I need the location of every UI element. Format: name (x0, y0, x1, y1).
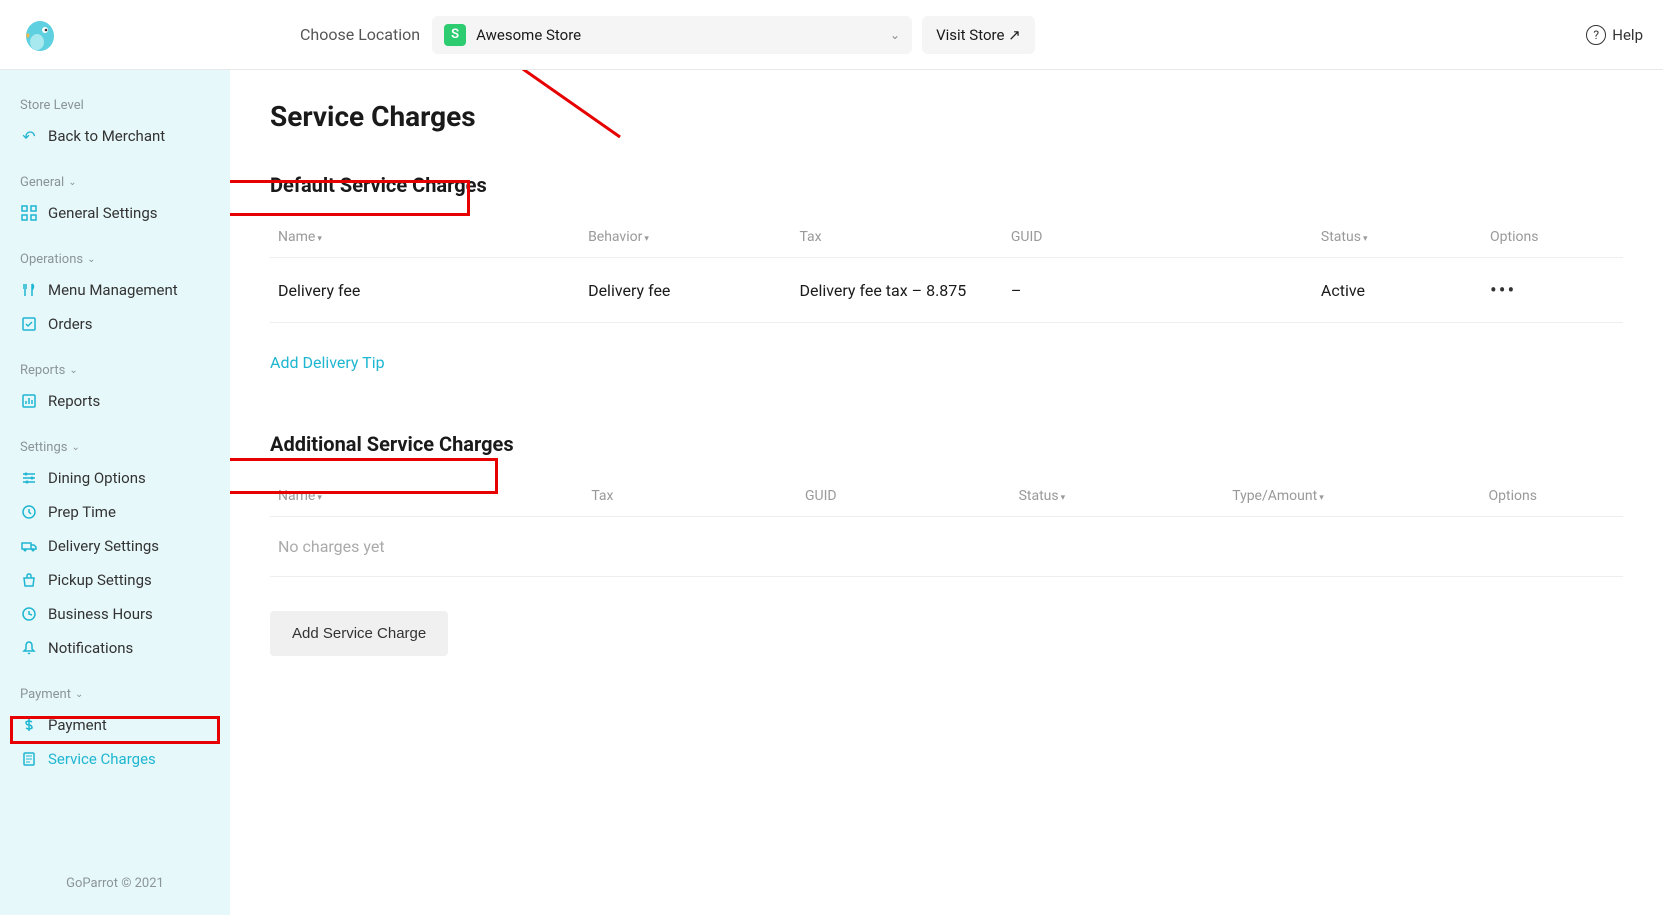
sidebar-footer: GoParrot © 2021 (0, 862, 230, 905)
sidebar-back-to-merchant[interactable]: ↶ Back to Merchant (0, 119, 230, 153)
choose-location-label: Choose Location (300, 25, 420, 44)
additional-section-title: Additional Service Charges (270, 432, 514, 456)
clock-icon (20, 503, 38, 521)
col-status[interactable]: Status▾ (1313, 217, 1482, 258)
sidebar-item-label: Service Charges (48, 750, 156, 768)
chevron-down-icon: ⌄ (69, 365, 77, 376)
sidebar-item-label: Business Hours (48, 605, 153, 623)
store-badge: S (444, 24, 466, 46)
sidebar-item-label: General Settings (48, 204, 158, 222)
sidebar-item-label: Back to Merchant (48, 127, 165, 145)
sidebar-prep-time[interactable]: Prep Time (0, 495, 230, 529)
page-title: Service Charges (270, 100, 1623, 133)
sidebar-reports[interactable]: Reports (0, 384, 230, 418)
location-dropdown[interactable]: S Awesome Store ⌄ (432, 16, 912, 54)
cell-name: Delivery fee (270, 258, 580, 323)
chevron-down-icon: ⌄ (71, 442, 79, 453)
help-label: Help (1612, 26, 1643, 44)
help-button[interactable]: ? Help (1586, 25, 1643, 45)
chevron-down-icon: ⌄ (68, 177, 76, 188)
col-guid: GUID (1003, 217, 1313, 258)
bag-icon (20, 571, 38, 589)
cell-guid: – (1003, 258, 1313, 323)
check-square-icon (20, 315, 38, 333)
chevron-down-icon: ⌄ (75, 689, 83, 700)
col-name[interactable]: Name▾ (270, 476, 583, 517)
sidebar-notifications[interactable]: Notifications (0, 631, 230, 665)
logo (20, 15, 60, 55)
col-behavior[interactable]: Behavior▾ (580, 217, 791, 258)
sidebar-general-settings[interactable]: General Settings (0, 196, 230, 230)
sidebar-dining-options[interactable]: Dining Options (0, 461, 230, 495)
empty-row: No charges yet (270, 517, 1623, 577)
section-operations[interactable]: Operations ⌄ (0, 244, 230, 273)
col-tax: Tax (583, 476, 797, 517)
sidebar-payment[interactable]: Payment (0, 708, 230, 742)
chevron-down-icon: ⌄ (890, 28, 900, 42)
col-options: Options (1482, 217, 1623, 258)
sliders-icon (20, 469, 38, 487)
col-name[interactable]: Name▾ (270, 217, 580, 258)
default-charges-table: Name▾ Behavior▾ Tax GUID Status▾ Options… (270, 217, 1623, 323)
help-icon: ? (1586, 25, 1606, 45)
back-arrow-icon: ↶ (20, 127, 38, 145)
additional-charges-table: Name▾ Tax GUID Status▾ Type/Amount▾ Opti… (270, 476, 1623, 577)
sidebar-item-label: Reports (48, 392, 100, 410)
sidebar-business-hours[interactable]: Business Hours (0, 597, 230, 631)
chevron-down-icon: ⌄ (87, 254, 95, 265)
col-type-amount[interactable]: Type/Amount▾ (1224, 476, 1480, 517)
sidebar: Store Level ↶ Back to Merchant General ⌄… (0, 70, 230, 915)
section-reports[interactable]: Reports ⌄ (0, 355, 230, 384)
visit-store-button[interactable]: Visit Store ↗ (922, 16, 1035, 54)
row-options-button[interactable]: ••• (1490, 278, 1516, 302)
cell-tax: Delivery fee tax – 8.875 (791, 258, 1002, 323)
sidebar-pickup-settings[interactable]: Pickup Settings (0, 563, 230, 597)
sidebar-item-label: Payment (48, 716, 107, 734)
sidebar-item-label: Notifications (48, 639, 133, 657)
col-status[interactable]: Status▾ (1011, 476, 1225, 517)
sidebar-service-charges[interactable]: Service Charges (0, 742, 230, 776)
chart-icon (20, 392, 38, 410)
sidebar-item-label: Pickup Settings (48, 571, 152, 589)
utensils-icon (20, 281, 38, 299)
section-store-level: Store Level (0, 90, 230, 119)
grid-icon (20, 204, 38, 222)
cell-behavior: Delivery fee (580, 258, 791, 323)
sidebar-delivery-settings[interactable]: Delivery Settings (0, 529, 230, 563)
bell-icon (20, 639, 38, 657)
sidebar-item-label: Prep Time (48, 503, 116, 521)
empty-text: No charges yet (270, 517, 1623, 577)
cell-options: ••• (1482, 258, 1623, 323)
col-tax: Tax (791, 217, 1002, 258)
default-section-title: Default Service Charges (270, 173, 487, 197)
add-delivery-tip-button[interactable]: Add Delivery Tip (270, 353, 385, 372)
section-settings[interactable]: Settings ⌄ (0, 432, 230, 461)
parrot-logo-icon (21, 16, 59, 54)
section-payment[interactable]: Payment ⌄ (0, 679, 230, 708)
sidebar-item-label: Orders (48, 315, 93, 333)
sidebar-orders[interactable]: Orders (0, 307, 230, 341)
clock-icon (20, 605, 38, 623)
col-options: Options (1481, 476, 1623, 517)
dollar-icon (20, 716, 38, 734)
receipt-icon (20, 750, 38, 768)
col-guid: GUID (797, 476, 1011, 517)
sidebar-item-label: Menu Management (48, 281, 178, 299)
header: Choose Location S Awesome Store ⌄ Visit … (0, 0, 1663, 70)
cell-status: Active (1313, 258, 1482, 323)
sidebar-item-label: Dining Options (48, 469, 146, 487)
sidebar-menu-management[interactable]: Menu Management (0, 273, 230, 307)
main-content: Service Charges Default Service Charges … (230, 70, 1663, 915)
sidebar-item-label: Delivery Settings (48, 537, 159, 555)
truck-icon (20, 537, 38, 555)
section-general[interactable]: General ⌄ (0, 167, 230, 196)
table-row: Delivery fee Delivery fee Delivery fee t… (270, 258, 1623, 323)
store-name: Awesome Store (476, 26, 890, 44)
add-service-charge-button[interactable]: Add Service Charge (270, 611, 448, 656)
